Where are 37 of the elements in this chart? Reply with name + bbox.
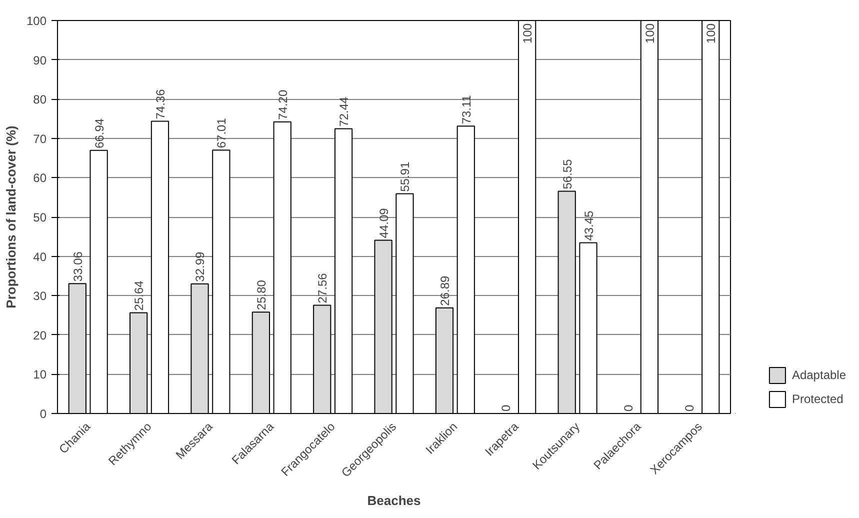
legend-label: Adaptable [792,368,846,382]
y-tick-label: 70 [33,132,47,146]
y-tick-label: 100 [26,14,47,28]
y-tick-label: 30 [33,289,47,304]
data-label: 72.44 [337,96,352,127]
y-tick-label: 40 [33,250,47,264]
data-label: 26.89 [438,275,452,306]
data-label: 33.06 [70,251,85,282]
data-label: 44.09 [376,208,391,238]
data-label: 25.64 [132,280,146,311]
data-label: 73.11 [459,94,474,124]
data-label: 100 [704,23,718,44]
data-label: 74.20 [276,90,290,120]
y-tick-label: 60 [33,171,47,186]
y-tick-label: 90 [33,53,47,68]
data-label: 0 [622,404,636,412]
y-axis-title: Proportions of land-cover (%) [3,126,18,308]
data-label: 27.56 [316,272,330,304]
data-label: 100 [520,23,535,44]
y-tick-label: 20 [33,328,47,342]
data-label: 0 [682,404,697,412]
x-axis-title: Beaches [367,492,421,508]
data-label: 67.01 [214,118,229,148]
y-tick-label: 50 [33,210,47,224]
data-label: 56.55 [560,158,574,190]
data-label: 43.45 [582,210,596,241]
data-label: 25.80 [254,280,268,310]
data-label: 74.36 [153,88,168,120]
y-tick-label: 80 [33,92,47,107]
data-label: 55.91 [398,161,412,192]
data-label: 0 [499,404,514,412]
legend-label: Protected [792,392,844,406]
data-label: 100 [642,23,657,44]
y-tick-label: 0 [40,407,47,421]
y-tick-label: 10 [33,368,47,382]
data-label: 66.94 [92,118,106,148]
data-label: 32.99 [193,251,208,282]
